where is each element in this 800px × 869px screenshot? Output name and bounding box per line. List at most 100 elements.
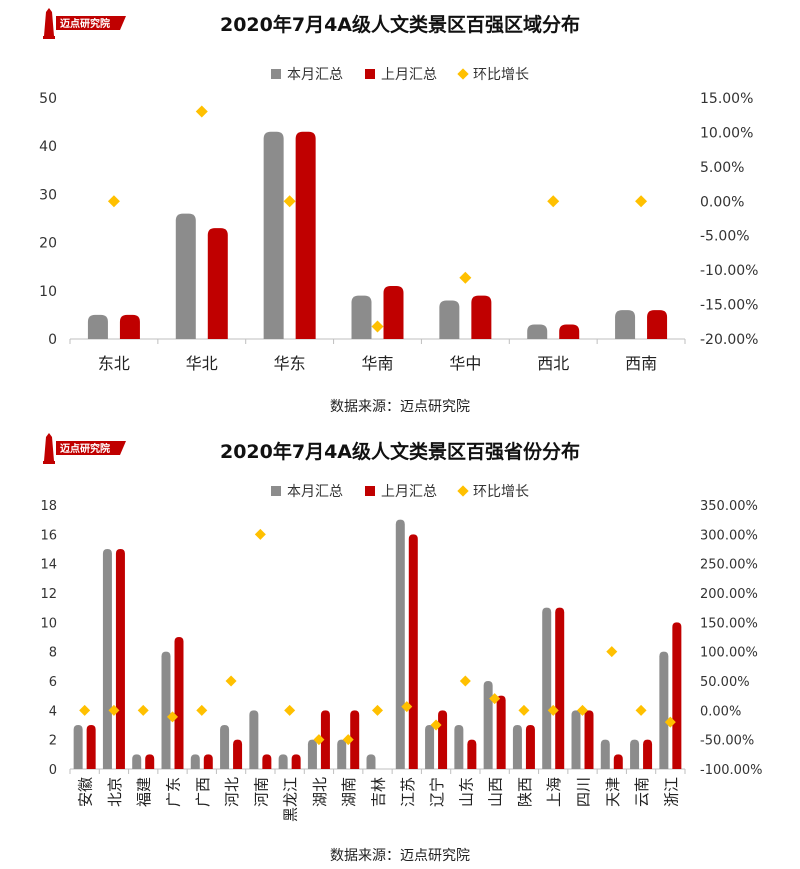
category-label: 华南 xyxy=(361,354,393,373)
y-axis-tick-label: 18 xyxy=(40,499,57,514)
bar-current xyxy=(263,131,284,339)
category-label: 黑龙江 xyxy=(282,777,300,822)
y2-axis-tick-label: 15.00% xyxy=(700,91,753,107)
company-logo: 迈点研究院 xyxy=(40,431,130,465)
y-axis-tick-label: 40 xyxy=(39,139,57,155)
bar-previous xyxy=(383,285,404,339)
bar-previous xyxy=(672,622,682,769)
growth-point xyxy=(313,734,325,746)
logo-text: 迈点研究院 xyxy=(60,17,110,30)
chart-title: 2020年7月4A级人文类景区百强省份分布 xyxy=(219,441,581,463)
bar-previous xyxy=(119,314,140,339)
category-label: 四川 xyxy=(575,777,593,807)
y2-axis-tick-label: 300.00% xyxy=(700,528,758,543)
company-logo: 迈点研究院 xyxy=(40,6,130,40)
y2-axis-tick-label: 10.00% xyxy=(700,125,753,141)
legend-item-previous: 上月汇总 xyxy=(365,64,437,84)
chart-legend: 本月汇总 上月汇总 环比增长 xyxy=(0,481,800,501)
y2-axis-tick-label: 0.00% xyxy=(700,704,741,719)
bar-previous xyxy=(350,710,360,769)
growth-point xyxy=(342,734,354,746)
bar-current xyxy=(527,324,548,339)
y-axis-tick-label: 8 xyxy=(49,646,57,661)
category-label: 华东 xyxy=(274,354,306,373)
y-axis-tick-label: 50 xyxy=(39,91,57,107)
category-label: 西南 xyxy=(625,354,657,373)
bar-current xyxy=(73,725,83,769)
bar-previous xyxy=(525,725,535,769)
category-label: 上海 xyxy=(545,777,563,807)
legend-item-previous: 上月汇总 xyxy=(365,481,437,501)
growth-point xyxy=(401,701,413,713)
category-label: 江苏 xyxy=(399,777,417,807)
legend-item-current: 本月汇总 xyxy=(271,64,343,84)
y2-axis-tick-label: 5.00% xyxy=(700,160,744,176)
bar-current xyxy=(483,681,493,769)
category-label: 云南 xyxy=(633,777,651,807)
legend-label-growth: 环比增长 xyxy=(473,484,529,500)
y-axis-tick-label: 6 xyxy=(49,675,57,690)
growth-point xyxy=(459,675,471,687)
y-axis-tick-label: 0 xyxy=(48,332,57,348)
category-label: 安徽 xyxy=(77,777,95,807)
category-label: 天津 xyxy=(604,777,622,807)
growth-point xyxy=(371,320,384,333)
growth-point xyxy=(225,675,237,687)
bar-current xyxy=(87,314,108,339)
bar-current xyxy=(615,310,636,339)
region-bar-chart: 0 10 20 30 40 50 15.00% 10.00% 5.00% 0.00% -5.00% -… xyxy=(39,91,758,373)
legend-swatch-current xyxy=(271,486,281,496)
region-chart-panel: 迈点研究院 2020年7月4A级人文类景区百强区域分布 本月汇总 上月汇总 环比… xyxy=(0,0,800,425)
bar-previous xyxy=(115,549,125,769)
y-axis-tick-label: 16 xyxy=(40,528,57,543)
growth-point xyxy=(635,704,647,716)
legend-item-current: 本月汇总 xyxy=(271,481,343,501)
bar-previous xyxy=(584,710,594,769)
bar-current xyxy=(249,710,259,769)
legend-label-previous: 上月汇总 xyxy=(381,67,437,83)
growth-point xyxy=(664,716,676,728)
y-axis-tick-label: 14 xyxy=(40,558,57,573)
growth-point xyxy=(107,195,120,208)
bar-current xyxy=(102,549,112,769)
bar-previous xyxy=(471,295,492,339)
growth-point xyxy=(196,704,208,716)
growth-point xyxy=(108,704,120,716)
bar-previous xyxy=(613,754,623,769)
legend-label-growth: 环比增长 xyxy=(473,67,529,83)
bar-previous xyxy=(233,739,243,769)
bar-previous xyxy=(174,637,184,769)
category-label: 河北 xyxy=(223,777,241,807)
logo-text: 迈点研究院 xyxy=(60,442,110,455)
y-axis-tick-label: 2 xyxy=(49,734,57,749)
legend-item-growth: 环比增长 xyxy=(457,64,529,84)
bar-current xyxy=(132,754,142,769)
y2-axis-tick-label: -10.00% xyxy=(700,263,758,279)
category-label: 辽宁 xyxy=(428,777,446,807)
growth-point xyxy=(79,704,91,716)
bar-previous xyxy=(86,725,96,769)
legend-swatch-current xyxy=(271,69,281,79)
category-label: 西北 xyxy=(537,354,569,373)
legend-label-previous: 上月汇总 xyxy=(381,484,437,500)
y-axis-tick-label: 30 xyxy=(39,187,57,203)
bar-current xyxy=(542,607,552,769)
growth-point xyxy=(635,195,648,208)
bar-current xyxy=(337,739,347,769)
category-label: 东北 xyxy=(98,354,130,373)
y2-axis-tick-label: -5.00% xyxy=(700,229,750,245)
y2-axis-tick-label: -20.00% xyxy=(700,332,758,348)
category-label: 福建 xyxy=(135,777,153,807)
category-label: 广东 xyxy=(165,777,183,807)
legend-label-current: 本月汇总 xyxy=(287,67,343,83)
y2-axis-tick-label: 0.00% xyxy=(700,194,744,210)
chart-title: 2020年7月4A级人文类景区百强区域分布 xyxy=(219,14,581,36)
province-bar-chart: 0 2 4 6 8 10 12 14 16 18 350.00% 300.00% 250.00% 200.… xyxy=(40,499,762,822)
bar-previous xyxy=(408,534,418,769)
category-label: 华北 xyxy=(186,354,218,373)
legend-swatch-previous xyxy=(365,69,375,79)
category-label: 陕西 xyxy=(516,777,534,807)
category-label: 湖南 xyxy=(340,777,358,807)
y-axis-tick-label: 10 xyxy=(40,616,57,631)
y-axis-tick-label: 0 xyxy=(49,763,57,778)
